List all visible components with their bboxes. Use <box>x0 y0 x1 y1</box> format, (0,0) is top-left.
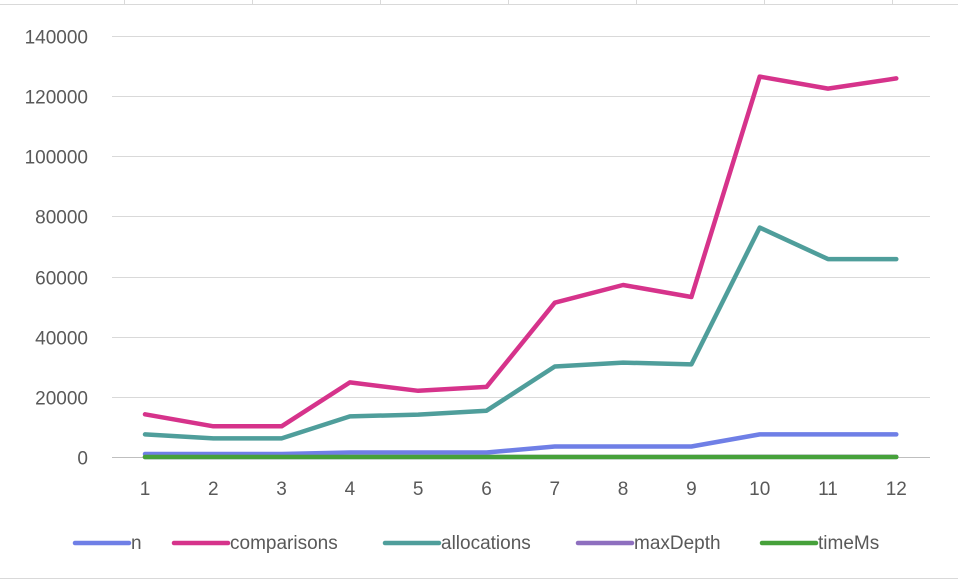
x-tick-label: 10 <box>749 479 770 500</box>
legend-label: n <box>131 533 142 554</box>
x-tick-label: 8 <box>618 479 629 500</box>
legend: n comparisons allocations maxDepth timeMs <box>75 533 879 554</box>
y-tick-label: 80000 <box>35 208 88 229</box>
legend-label: timeMs <box>818 533 879 554</box>
x-tick-label: 7 <box>550 479 561 500</box>
y-tick-label: 0 <box>77 449 88 470</box>
x-tick-label: 12 <box>886 479 907 500</box>
legend-label: maxDepth <box>634 533 721 554</box>
x-tick-label: 11 <box>818 479 838 500</box>
gridlines <box>112 37 930 458</box>
y-tick-label: 60000 <box>35 269 88 290</box>
series-line-comparisons <box>145 77 896 427</box>
legend-label: comparisons <box>230 533 338 554</box>
legend-label: allocations <box>441 533 531 554</box>
y-tick-label: 20000 <box>35 389 88 410</box>
x-tick-label: 3 <box>276 479 287 500</box>
y-axis-ticks: 0 20000 40000 60000 80000 100000 120000 140000 <box>25 28 88 470</box>
x-tick-label: 4 <box>345 479 356 500</box>
y-tick-label: 120000 <box>25 88 88 109</box>
y-tick-label: 100000 <box>25 148 88 169</box>
x-tick-label: 9 <box>686 479 697 500</box>
x-tick-label: 6 <box>481 479 492 500</box>
y-tick-label: 40000 <box>35 329 88 350</box>
series-line-allocations <box>145 228 896 439</box>
x-tick-label: 5 <box>413 479 424 500</box>
series-lines <box>145 77 896 457</box>
x-tick-label: 2 <box>208 479 219 500</box>
x-tick-label: 1 <box>140 479 151 500</box>
y-tick-label: 140000 <box>25 28 88 49</box>
